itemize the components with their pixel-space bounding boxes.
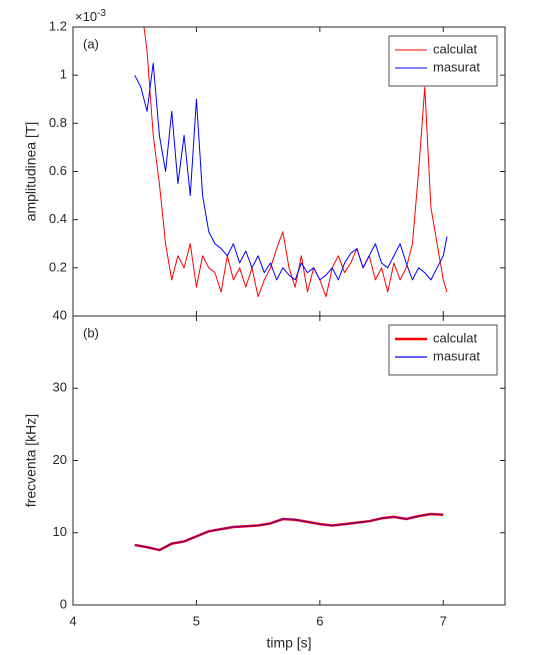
axes-box (72, 315, 506, 606)
series-line (134, 513, 444, 551)
legend-label: masurat (433, 348, 480, 363)
y-multiplier: ×10-3 (75, 8, 106, 25)
y-tick-label: 30 (53, 380, 67, 395)
x-tick-label: 6 (316, 613, 323, 628)
y-tick-label: 0.2 (49, 259, 67, 274)
x-axis-label: timp [s] (266, 635, 311, 651)
legend-label: calculat (433, 330, 477, 345)
legend-box (388, 35, 498, 87)
y-tick-label: 0.6 (49, 163, 67, 178)
y-multiplier-base: ×10 (75, 9, 97, 24)
legend-box (388, 324, 498, 376)
x-tick-label: 7 (440, 613, 447, 628)
y-axis-label: frecventa [kHz] (23, 414, 39, 507)
series-line (143, 27, 448, 298)
legend-label: calculat (433, 41, 477, 56)
series-line (134, 62, 448, 281)
y-tick-label: 20 (53, 452, 67, 467)
panel-label: (a) (83, 36, 99, 51)
y-multiplier-power: -3 (97, 8, 106, 19)
x-tick-label: 4 (69, 613, 76, 628)
y-tick-label: 0.8 (49, 115, 67, 130)
panel-label: (b) (83, 325, 99, 340)
y-tick-label: 0 (60, 596, 67, 611)
y-tick-label: 1 (60, 67, 67, 82)
y-axis-label: amplitudinea [T] (23, 122, 39, 222)
y-tick-label: 40 (53, 307, 67, 322)
y-tick-label: 1.2 (49, 18, 67, 33)
legend-label: masurat (433, 59, 480, 74)
y-tick-label: 0.4 (49, 211, 67, 226)
x-tick-label: 5 (193, 613, 200, 628)
y-tick-label: 10 (53, 524, 67, 539)
